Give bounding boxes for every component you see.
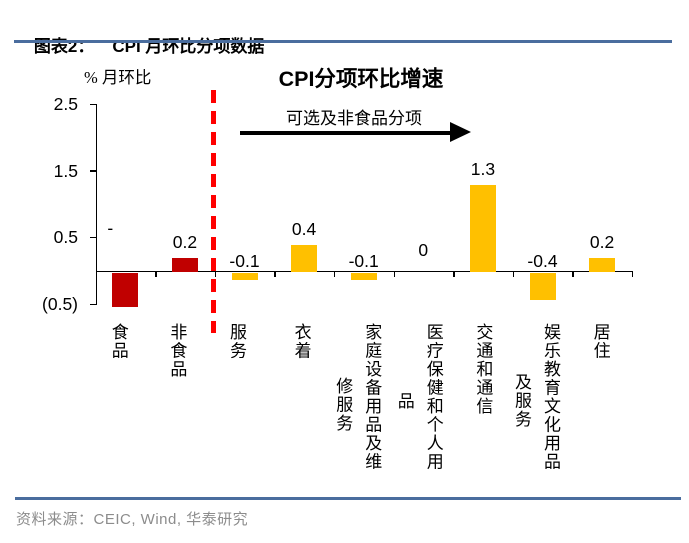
source-divider-line <box>15 497 681 500</box>
annotation-text: 可选及非食品分项 <box>286 109 422 128</box>
bar-value-label: - <box>107 218 114 239</box>
bar-服务 <box>231 273 258 281</box>
x-category-label-line: 及服务 <box>512 373 531 429</box>
bar-value-label: 0 <box>418 239 429 260</box>
x-category-label-line: 非食品 <box>167 323 187 379</box>
bar-居住 <box>589 258 616 272</box>
y-tick-label: 0.5 <box>53 227 78 247</box>
x-tick <box>512 272 515 277</box>
bar-value-label: -0.4 <box>527 250 558 271</box>
x-category-label: 居住 <box>586 323 615 505</box>
x-tick <box>214 272 217 277</box>
x-tick <box>453 272 455 277</box>
x-category-label-line: 交通和通信 <box>473 323 493 416</box>
chart-title: CPI分项环比增速 <box>278 67 444 91</box>
bar-value-label: 0.2 <box>589 232 615 253</box>
y-axis-unit-label: % 月环比 <box>84 68 152 87</box>
bar-value-label: 1.3 <box>470 158 496 179</box>
x-category-label: 家庭设备用品及维 修服务 <box>328 323 386 505</box>
x-category-label: 交通和通信 <box>468 323 497 505</box>
x-tick <box>572 272 574 277</box>
bar-食品 <box>112 273 139 307</box>
x-tick <box>274 272 276 277</box>
bar-衣着 <box>291 245 318 272</box>
bar-家庭设备用品及维修服务 <box>350 273 377 281</box>
bar-value-label: 0.4 <box>291 219 317 240</box>
x-axis-line <box>95 270 633 273</box>
x-category-label-line: 修服务 <box>333 377 353 433</box>
source-text: 资料来源：CEIC, Wind, 华泰研究 <box>16 511 249 528</box>
y-tick <box>89 103 96 106</box>
y-tick-label: 1.5 <box>53 161 78 181</box>
x-category-label-line: 娱乐教育文化用品 <box>541 323 560 471</box>
x-category-label: 衣着 <box>287 323 316 505</box>
annotation-arrow-head-icon <box>450 122 471 142</box>
x-tick <box>631 272 634 277</box>
bar-娱乐教育文化用品及服务 <box>529 273 556 301</box>
x-tick <box>155 272 157 277</box>
x-category-label-line: 居住 <box>590 323 610 360</box>
bar-value-label: 0.2 <box>172 232 198 253</box>
x-category-label-line: 衣着 <box>291 323 311 360</box>
x-tick <box>333 272 336 277</box>
x-category-label-line: 服务 <box>227 323 246 360</box>
y-tick-label: 2.5 <box>53 94 78 114</box>
x-category-label-line: 医疗保健和个人用 <box>423 323 443 471</box>
x-category-label: 医疗保健和个人用品 <box>390 323 448 505</box>
x-category-label-line: 品 <box>394 392 414 411</box>
y-tick-label: (0.5) <box>42 294 78 314</box>
x-category-label-line: 家庭设备用品及维 <box>362 323 382 471</box>
bar-value-label: -0.1 <box>229 250 260 271</box>
annotation-arrow-line <box>240 131 456 135</box>
y-axis-line <box>95 104 98 305</box>
x-category-label: 服务 <box>222 323 251 505</box>
x-category-label: 食品 <box>104 323 133 505</box>
y-tick <box>89 303 96 306</box>
x-category-label: 娱乐教育文化用品 及服务 <box>507 323 565 505</box>
food-nonfood-separator-line <box>211 90 216 333</box>
x-tick <box>393 272 396 277</box>
header-divider-line <box>14 40 672 43</box>
y-tick <box>89 170 96 172</box>
bar-交通和通信 <box>469 184 496 272</box>
bar-value-label: -0.1 <box>348 250 379 271</box>
x-category-label: 非食品 <box>162 323 191 505</box>
y-tick <box>89 236 96 239</box>
x-category-label-line: 食品 <box>108 323 128 360</box>
bar-非食品 <box>171 258 198 272</box>
